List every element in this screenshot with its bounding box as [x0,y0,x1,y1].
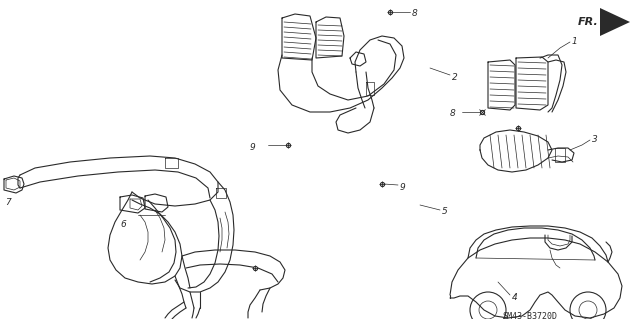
Text: 6: 6 [120,220,125,229]
Text: 3: 3 [592,136,598,145]
Text: 9: 9 [250,143,256,152]
Polygon shape [600,8,630,36]
Text: FR.: FR. [578,17,599,27]
Text: 4: 4 [512,293,518,302]
Text: 7: 7 [5,198,11,207]
Text: 8: 8 [412,10,418,19]
Text: 8: 8 [449,109,455,118]
Text: 5: 5 [442,207,448,217]
Text: 1: 1 [572,38,578,47]
Text: SM43-B3720D: SM43-B3720D [502,312,557,319]
Text: 2: 2 [452,72,458,81]
Text: 9: 9 [400,182,406,191]
